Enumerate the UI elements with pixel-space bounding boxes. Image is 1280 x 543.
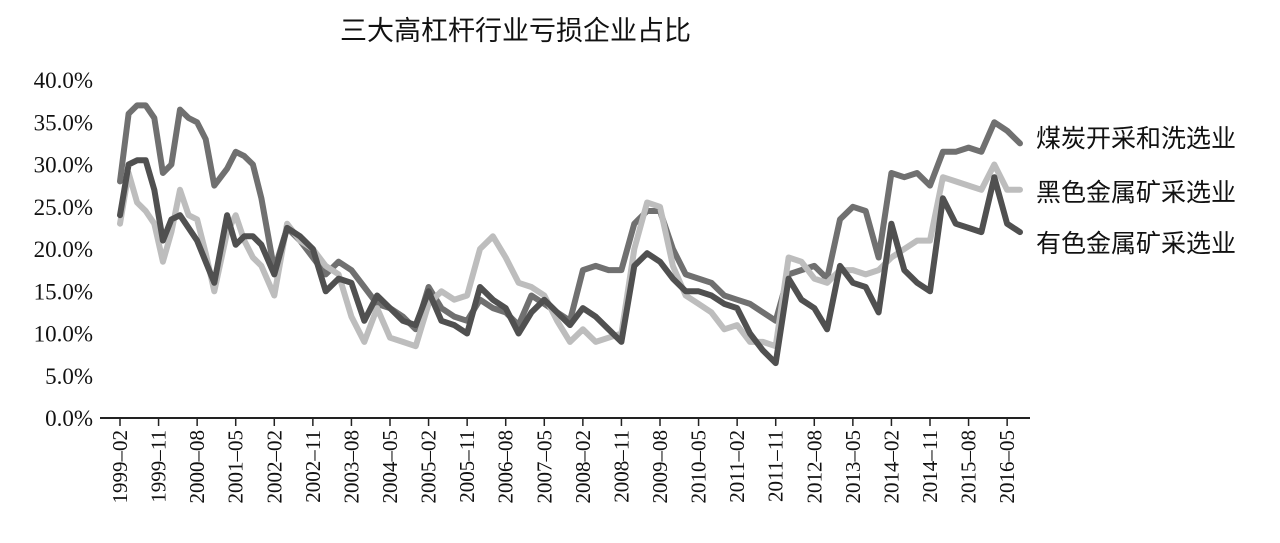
x-tick-label: 2008–02 [571, 430, 595, 504]
x-tick-label: 2007–05 [532, 430, 556, 504]
x-tick-label: 2005–02 [417, 430, 441, 504]
y-tick-label: 0.0% [45, 406, 93, 431]
y-axis-tick-labels: 0.0% 5.0% 10.0% 15.0% 20.0% 25.0% 30.0% 35.0% 40… [34, 68, 93, 431]
x-tick-label: 2001–05 [224, 430, 248, 504]
x-tick-label: 2012–08 [802, 430, 826, 504]
x-tick-label: 2014–11 [918, 430, 942, 503]
x-tick-label: 2015–08 [957, 430, 981, 504]
y-tick-label: 20.0% [34, 237, 93, 262]
x-tick-label: 2004–05 [378, 430, 402, 504]
y-tick-label: 35.0% [34, 110, 93, 135]
series-line [117, 157, 1023, 367]
y-tick-label: 40.0% [34, 68, 93, 93]
x-tick-label: 1999–02 [108, 430, 132, 504]
y-tick-label: 30.0% [34, 153, 93, 178]
y-tick-label: 10.0% [34, 322, 93, 347]
x-tick-label: 2011–02 [725, 430, 749, 503]
x-tick-label: 2002–02 [262, 430, 286, 504]
x-tick-label: 2016–05 [995, 430, 1019, 504]
x-tick-label: 2009–08 [648, 430, 672, 504]
x-tick-label: 2006–08 [494, 430, 518, 504]
legend-label: 黑色金属矿采选业 [1036, 178, 1236, 207]
x-tick-label: 2010–05 [687, 430, 711, 504]
x-tick-label: 2003–08 [339, 430, 363, 504]
x-tick-label: 2002–11 [301, 430, 325, 503]
y-tick-label: 5.0% [45, 364, 93, 389]
chart-title: 三大高杠杆行业亏损企业占比 [340, 16, 691, 47]
x-tick-label: 2005–11 [455, 430, 479, 503]
x-tick-label: 1999–11 [147, 430, 171, 503]
x-tick-label: 2000–08 [185, 430, 209, 504]
y-tick-label: 15.0% [34, 279, 93, 304]
legend-label: 有色金属矿采选业 [1036, 229, 1236, 258]
x-tick-label: 2008–11 [609, 430, 633, 503]
x-tick-label: 2014–02 [879, 430, 903, 504]
legend-label: 煤炭开采和洗选业 [1036, 124, 1236, 153]
x-tick-label: 2013–05 [841, 430, 865, 504]
x-axis-ticks: 1999–02 1999–11 2000–08 2001–05 2002–02 2002–… [108, 418, 1019, 504]
series-lines [117, 102, 1023, 367]
x-tick-label: 2011–11 [764, 430, 788, 502]
series-line [117, 102, 1023, 333]
y-tick-label: 25.0% [34, 195, 93, 220]
